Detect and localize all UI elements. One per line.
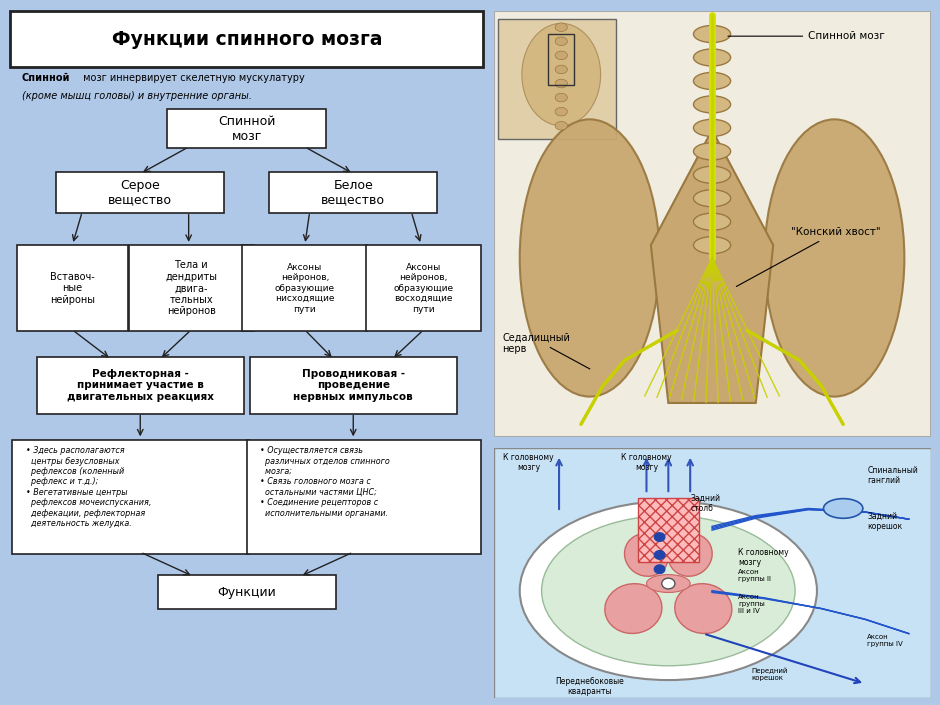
Text: Спинной: Спинной [22, 73, 70, 83]
Text: Функции: Функции [217, 586, 276, 599]
Ellipse shape [694, 213, 730, 231]
Text: Аксоны
нейронов,
образующие
восходящие
пути: Аксоны нейронов, образующие восходящие п… [393, 263, 453, 314]
Circle shape [654, 551, 665, 559]
Text: К головному
мозгу: К головному мозгу [621, 453, 672, 472]
Text: Передний
корешок: Передний корешок [751, 668, 788, 681]
Ellipse shape [823, 498, 863, 518]
Text: мозг иннервирует скелетную мускулатуру: мозг иннервирует скелетную мускулатуру [80, 73, 305, 83]
FancyBboxPatch shape [12, 440, 249, 553]
Text: Рефлекторная -
принимает участие в
двигательных реакциях: Рефлекторная - принимает участие в двига… [67, 369, 213, 402]
FancyBboxPatch shape [243, 245, 368, 331]
Text: • Осуществляется связь
  различных отделов спинного
  мозга;
• Связь головного м: • Осуществляется связь различных отделов… [260, 446, 390, 517]
FancyBboxPatch shape [637, 498, 699, 562]
Text: Проводниковая -
проведение
нервных импульсов: Проводниковая - проведение нервных импул… [293, 369, 413, 402]
Text: Аксон
группы
III и IV: Аксон группы III и IV [738, 594, 765, 614]
Text: Тела и
дендриты
двига-
тельных
нейронов: Тела и дендриты двига- тельных нейронов [165, 260, 217, 317]
Ellipse shape [556, 121, 568, 130]
Text: Серое
вещество: Серое вещество [108, 179, 172, 207]
Ellipse shape [520, 501, 817, 680]
Text: Вставоч-
ные
нейроны: Вставоч- ные нейроны [50, 271, 95, 305]
Text: К головному
мозгу: К головному мозгу [738, 548, 789, 568]
Ellipse shape [694, 143, 730, 160]
Ellipse shape [694, 25, 730, 42]
Ellipse shape [694, 119, 730, 136]
Ellipse shape [556, 107, 568, 116]
Text: (кроме мышц головы) и внутренние органы.: (кроме мышц головы) и внутренние органы. [22, 90, 252, 101]
Ellipse shape [647, 575, 690, 592]
Ellipse shape [556, 37, 568, 46]
Text: К головному
мозгу: К головному мозгу [503, 453, 554, 472]
Ellipse shape [694, 166, 730, 183]
FancyBboxPatch shape [269, 172, 437, 213]
Text: Аксоны
нейронов,
образующие
нисходящие
пути: Аксоны нейронов, образующие нисходящие п… [274, 263, 335, 314]
Text: Белое
вещество: Белое вещество [321, 179, 385, 207]
Ellipse shape [694, 73, 730, 90]
Ellipse shape [556, 93, 568, 102]
Ellipse shape [668, 534, 713, 576]
Text: Переднебоковые
квадранты: Переднебоковые квадранты [556, 677, 624, 696]
Ellipse shape [556, 65, 568, 74]
Ellipse shape [556, 79, 568, 88]
FancyBboxPatch shape [494, 11, 931, 437]
Circle shape [654, 533, 665, 541]
Ellipse shape [604, 584, 662, 634]
Ellipse shape [694, 49, 730, 66]
FancyBboxPatch shape [10, 11, 483, 68]
FancyBboxPatch shape [167, 109, 326, 148]
Text: Аксон
группы II: Аксон группы II [738, 569, 772, 582]
Ellipse shape [694, 96, 730, 113]
Ellipse shape [541, 515, 795, 666]
Circle shape [654, 565, 665, 574]
Text: Функции спинного мозга: Функции спинного мозга [112, 30, 382, 49]
Text: Задний
столб: Задний столб [690, 493, 720, 513]
Text: Седалищный
нерв: Седалищный нерв [502, 333, 571, 354]
Text: "Конский хвост": "Конский хвост" [736, 228, 881, 286]
Text: Задний
корешок: Задний корешок [868, 512, 902, 532]
FancyBboxPatch shape [56, 172, 225, 213]
FancyBboxPatch shape [37, 357, 243, 414]
Text: Спинной мозг: Спинной мозг [728, 31, 885, 41]
Text: Спинной
мозг: Спинной мозг [218, 114, 275, 142]
FancyBboxPatch shape [366, 245, 481, 331]
FancyBboxPatch shape [250, 357, 457, 414]
Text: • Здесь располагаются
  центры безусловных
  рефлексов (коленный
  рефлекс и т.д: • Здесь располагаются центры безусловных… [26, 446, 152, 528]
Ellipse shape [764, 119, 904, 397]
Ellipse shape [675, 584, 732, 634]
FancyBboxPatch shape [247, 440, 481, 553]
FancyBboxPatch shape [129, 245, 254, 331]
FancyBboxPatch shape [498, 19, 616, 138]
FancyBboxPatch shape [494, 448, 931, 698]
Ellipse shape [694, 190, 730, 207]
Text: Аксон
группы IV: Аксон группы IV [868, 634, 903, 646]
Text: Спинальный
ганглий: Спинальный ганглий [868, 465, 918, 485]
Ellipse shape [694, 237, 730, 254]
FancyBboxPatch shape [17, 245, 128, 331]
Ellipse shape [624, 534, 668, 576]
Ellipse shape [522, 23, 601, 125]
FancyBboxPatch shape [158, 575, 336, 609]
Ellipse shape [556, 51, 568, 60]
Circle shape [662, 578, 675, 589]
Ellipse shape [520, 119, 660, 397]
Polygon shape [650, 130, 774, 403]
Ellipse shape [556, 23, 568, 32]
